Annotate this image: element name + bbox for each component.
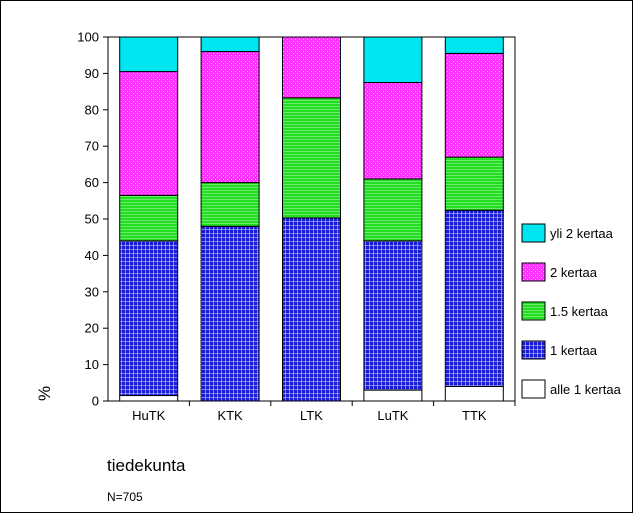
x-tick-label: LTK <box>300 408 323 423</box>
bar-segment <box>200 225 260 402</box>
legend-swatch <box>521 379 546 399</box>
bar-segment <box>363 178 423 242</box>
legend-swatch <box>521 340 546 360</box>
x-tick-label: LuTK <box>377 408 408 423</box>
bar-segment <box>363 36 423 83</box>
y-tick-label: 30 <box>85 284 99 299</box>
x-tick-label: HuTK <box>132 408 166 423</box>
y-tick-label: 70 <box>85 139 99 154</box>
legend: yli 2 kertaa 2 kertaa 1.5 kertaa 1 kertaa al… <box>521 223 622 399</box>
legend-label: 1 kertaa <box>550 343 598 358</box>
bar-segment <box>200 182 260 227</box>
legend-label: alle 1 kertaa <box>550 382 622 397</box>
y-tick-label: 50 <box>85 212 99 227</box>
x-axis-ticks: HuTK KTK LTK LuTK TTK <box>132 401 516 423</box>
x-axis-title: tiedekunta <box>107 456 186 475</box>
bar-segment <box>282 217 341 402</box>
bar-segment <box>444 209 504 387</box>
legend-swatch <box>521 262 546 282</box>
bar-segment <box>119 240 179 397</box>
y-tick-label: 100 <box>77 30 99 45</box>
sample-size-note: N=705 <box>107 490 143 504</box>
x-tick-label: KTK <box>217 408 243 423</box>
legend-swatch <box>521 301 546 321</box>
bars <box>119 36 504 402</box>
bar-segment <box>119 71 179 196</box>
legend-label: yli 2 kertaa <box>550 226 614 241</box>
bar-segment <box>444 385 504 402</box>
bar-segment <box>119 194 179 242</box>
bar-segment <box>282 97 341 219</box>
y-axis-title: % <box>35 386 54 401</box>
bar-segment <box>444 52 504 158</box>
y-tick-label: 20 <box>85 321 99 336</box>
bar-segment <box>282 36 341 99</box>
y-tick-label: 60 <box>85 175 99 190</box>
bar-segment <box>200 36 260 53</box>
bar-segment <box>119 36 179 73</box>
bar-segment <box>363 240 423 391</box>
x-tick-label: TTK <box>462 408 487 423</box>
bar-segment <box>200 51 260 184</box>
bar-segment <box>363 389 423 402</box>
legend-swatch <box>521 223 546 243</box>
y-tick-label: 0 <box>92 394 99 409</box>
y-tick-label: 80 <box>85 102 99 117</box>
legend-label: 2 kertaa <box>550 265 598 280</box>
bar-segment <box>119 395 179 402</box>
y-tick-label: 10 <box>85 357 99 372</box>
bar-segment <box>444 36 504 54</box>
legend-label: 1.5 kertaa <box>550 304 609 319</box>
y-axis-ticks: 0 10 20 30 40 50 60 70 80 90 100 <box>77 30 108 409</box>
y-tick-label: 90 <box>85 66 99 81</box>
bar-segment <box>363 82 423 180</box>
y-tick-label: 40 <box>85 248 99 263</box>
bar-segment <box>444 156 504 211</box>
